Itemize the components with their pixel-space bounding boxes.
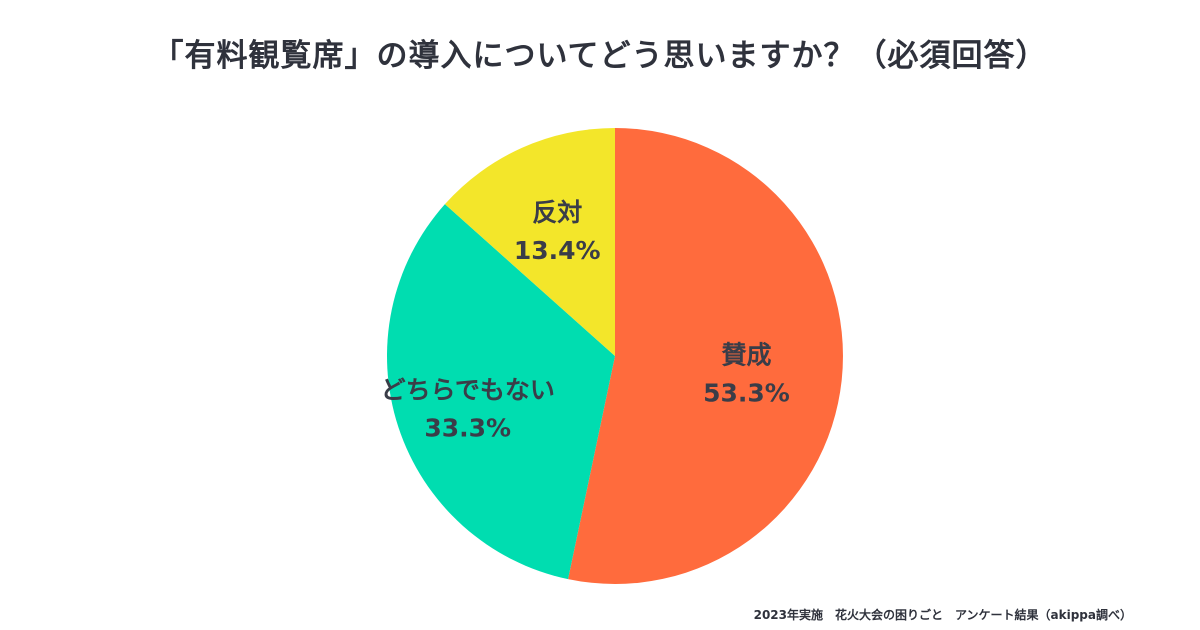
slice-value-1: 33.3% (424, 413, 511, 442)
slice-label-0: 賛成 (721, 341, 771, 370)
source-note: 2023年実施 花火大会の困りごと アンケート結果（akippa調べ） (753, 608, 1132, 622)
slice-value-2: 13.4% (514, 236, 601, 265)
pie-slice-2 (444, 128, 615, 356)
slice-label-2: 反対 (532, 198, 582, 227)
chart-title: 「有料観覧席」の導入についてどう思いますか？（必須回答） (152, 38, 1048, 74)
slice-value-0: 53.3% (703, 379, 790, 408)
slice-label-1: どちらでもない (381, 375, 555, 404)
pie-slice-1 (387, 204, 615, 580)
pie-slice-0 (568, 128, 843, 584)
